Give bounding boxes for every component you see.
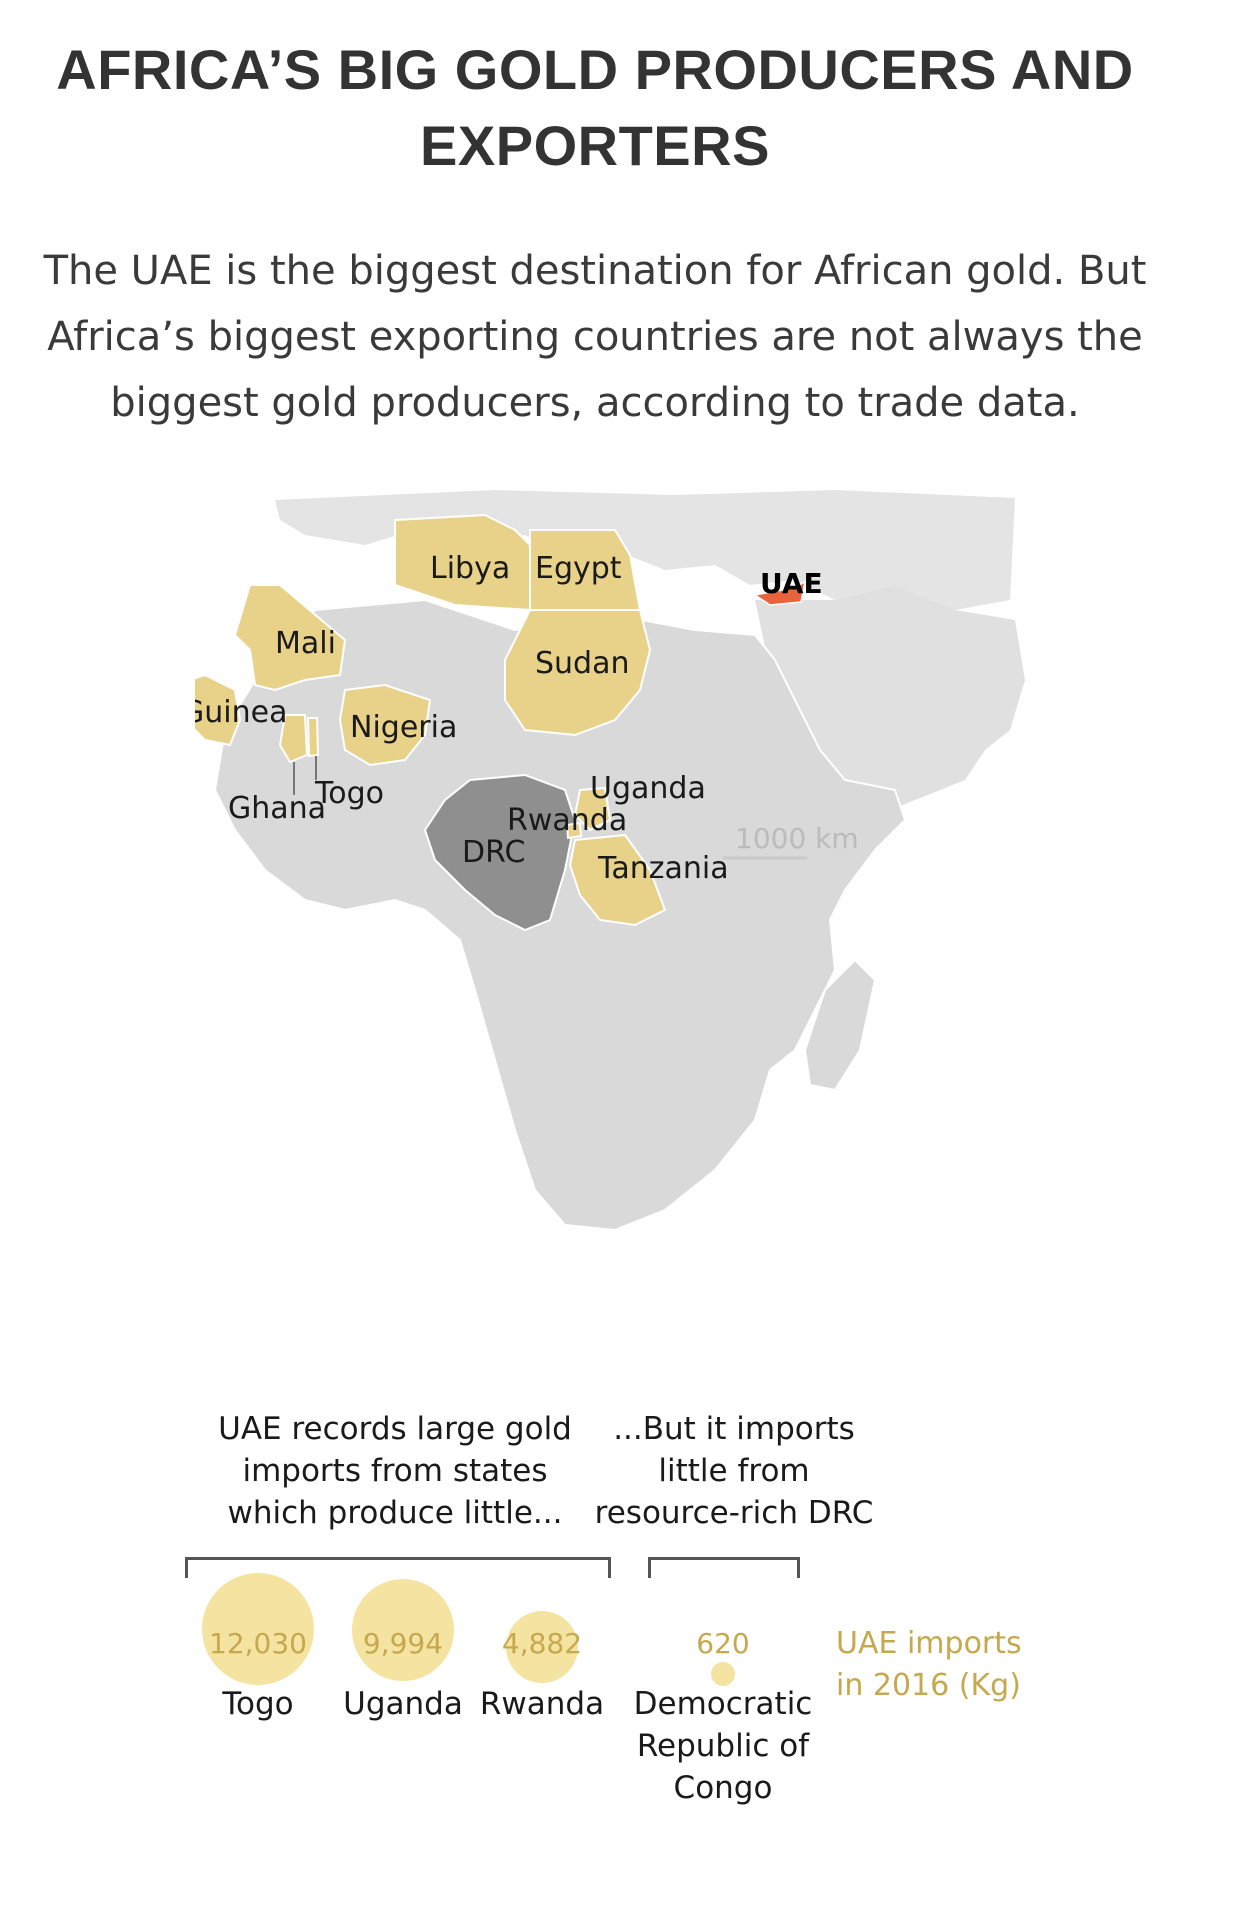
label-uae: UAE — [760, 567, 823, 600]
scale-bar-label: 1000 km — [735, 822, 859, 855]
uae-shape — [753, 580, 807, 606]
label-uganda: Uganda — [590, 771, 706, 806]
bubble-drc — [711, 1662, 735, 1686]
label-ghana: Ghana — [228, 791, 326, 826]
bubble-value-drc: 620 — [696, 1627, 750, 1660]
bracket-left — [185, 1557, 611, 1578]
annotation-left: UAE records large gold imports from stat… — [218, 1411, 572, 1531]
label-sudan: Sudan — [535, 646, 630, 681]
label-egypt: Egypt — [535, 551, 622, 586]
label-tanzania: Tanzania — [597, 851, 729, 886]
page-title: AFRICA’S BIG GOLD PRODUCERS AND EXPORTER… — [56, 38, 1134, 177]
bubble-name-togo: Togo — [222, 1686, 294, 1722]
bubble-uganda — [352, 1579, 454, 1681]
tanzania-shape — [568, 833, 667, 927]
bubble-value-uganda: 9,994 — [362, 1627, 444, 1660]
label-mali: Mali — [275, 626, 336, 661]
ghana-shape — [278, 714, 309, 764]
africa-map: Libya Egypt UAE Mali Sudan Guinea Nigeri… — [195, 490, 1025, 1232]
drc-shape — [423, 773, 577, 932]
bracket-right — [648, 1557, 800, 1578]
bubble-togo — [202, 1573, 314, 1685]
mali-shape — [233, 584, 347, 692]
guinea-shape — [195, 673, 242, 747]
annotation-right: ...But it imports little from resource-r… — [594, 1411, 874, 1531]
bubble-name-drc: Democratic Republic of Congo — [633, 1686, 813, 1806]
togo-shape — [306, 717, 320, 758]
nigeria-shape — [338, 683, 432, 767]
legend-label: UAE imports in 2016 (Kg) — [836, 1626, 1022, 1703]
bubble-name-uganda: Uganda — [343, 1686, 463, 1722]
label-guinea: Guinea — [195, 695, 287, 730]
label-libya: Libya — [430, 551, 510, 586]
rwanda-shape — [565, 821, 583, 840]
subtitle: The UAE is the biggest destination for A… — [43, 248, 1147, 426]
label-nigeria: Nigeria — [350, 710, 457, 745]
bubble-name-rwanda: Rwanda — [479, 1686, 605, 1722]
egypt-shape — [529, 529, 642, 611]
label-drc: DRC — [462, 835, 525, 870]
bubble-value-rwanda: 4,882 — [501, 1627, 583, 1660]
sudan-shape — [504, 609, 652, 737]
bubble-value-togo: 12,030 — [209, 1627, 307, 1660]
uganda-shape — [573, 786, 612, 832]
label-togo: Togo — [314, 776, 384, 811]
madagascar-land — [803, 958, 877, 1092]
label-rwanda: Rwanda — [507, 803, 627, 838]
bubble-rwanda — [506, 1611, 578, 1683]
